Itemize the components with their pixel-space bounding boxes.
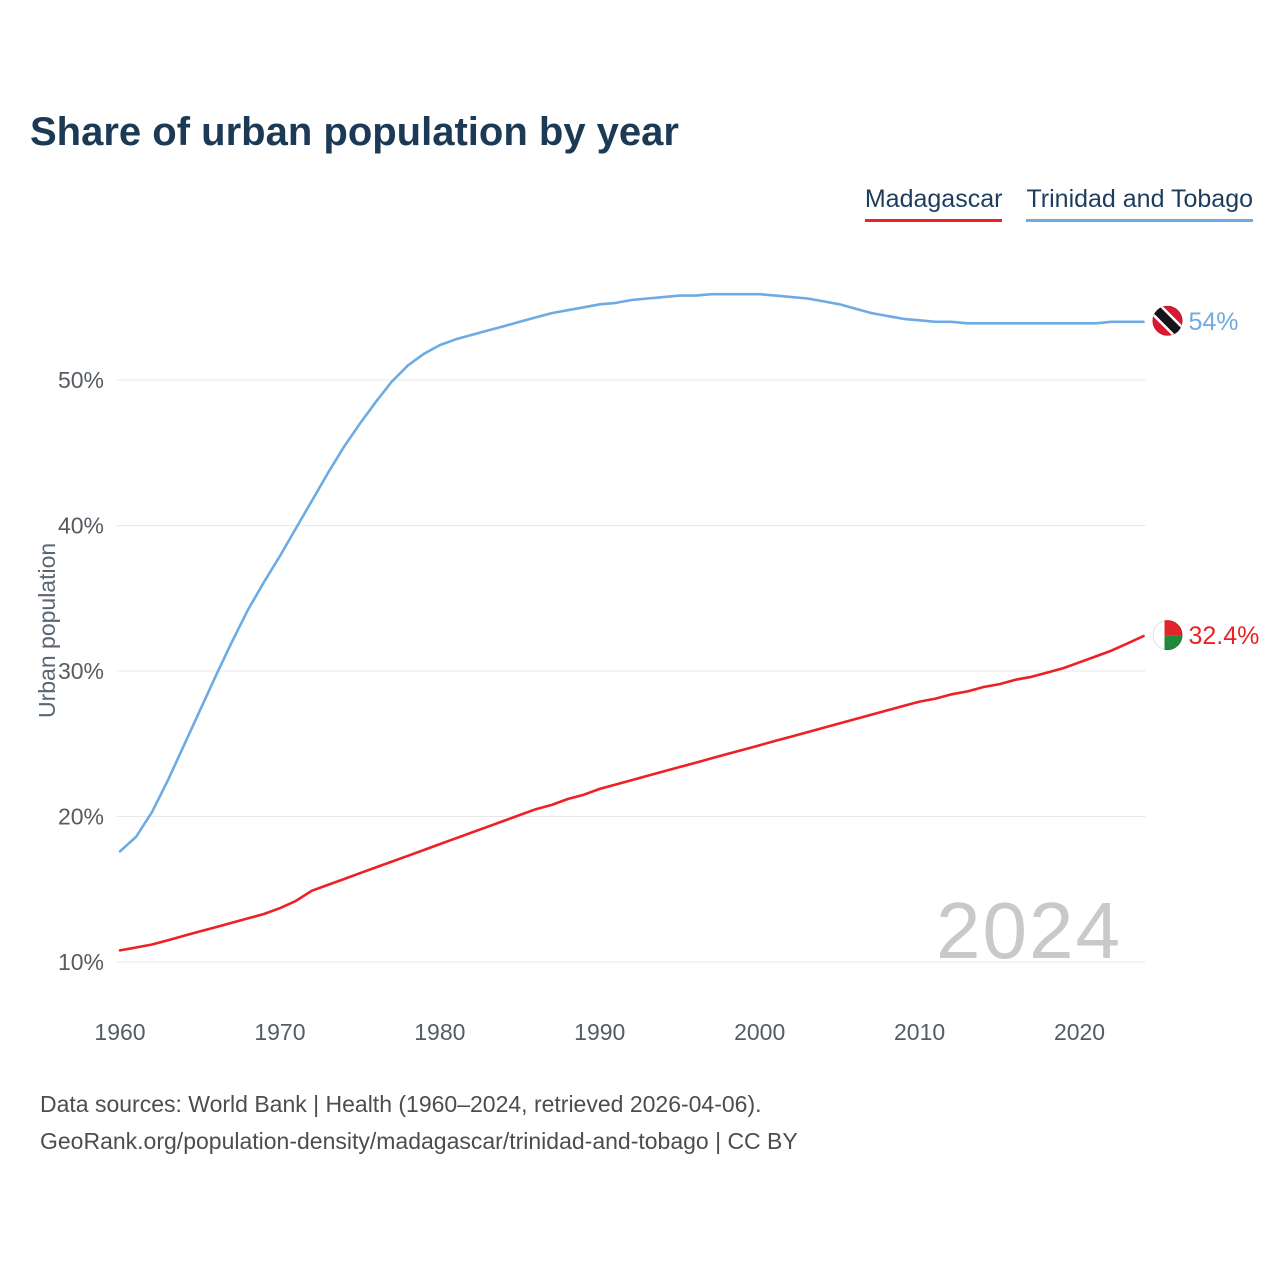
end-value-label: 32.4% xyxy=(1189,622,1260,650)
footer: Data sources: World Bank | Health (1960–… xyxy=(40,1086,798,1160)
x-tick-label: 2020 xyxy=(1054,1019,1105,1045)
x-tick-label: 1990 xyxy=(574,1019,625,1045)
y-axis-title: Urban population xyxy=(34,542,60,718)
legend-item-madagascar[interactable]: Madagascar xyxy=(864,185,1003,222)
watermark-year: 2024 xyxy=(936,886,1122,975)
footer-attribution: GeoRank.org/population-density/madagasca… xyxy=(40,1128,798,1154)
chart-title: Share of urban population by year xyxy=(30,110,679,154)
legend-item-trinidad-and-tobago[interactable]: Trinidad and Tobago xyxy=(1026,185,1253,222)
y-tick-label: 30% xyxy=(58,658,104,684)
footer-data-sources: Data sources: World Bank | Health (1960–… xyxy=(40,1091,762,1117)
y-tick-label: 20% xyxy=(58,804,104,830)
x-tick-label: 2000 xyxy=(734,1019,785,1045)
y-tick-label: 10% xyxy=(58,949,104,975)
x-tick-label: 2010 xyxy=(894,1019,945,1045)
legend: Madagascar Trinidad and Tobago xyxy=(864,185,1253,222)
x-tick-label: 1970 xyxy=(254,1019,305,1045)
madagascar-flag-icon-border xyxy=(1152,620,1183,651)
x-tick-label: 1980 xyxy=(414,1019,465,1045)
trinidad-and-tobago-flag-icon-border xyxy=(1152,305,1183,336)
y-tick-label: 40% xyxy=(58,513,104,539)
y-tick-label: 50% xyxy=(58,367,104,393)
x-tick-label: 1960 xyxy=(94,1019,145,1045)
series-line-trinidad-and-tobago xyxy=(118,292,1145,853)
madagascar-flag-icon xyxy=(1152,620,1183,651)
end-value-label: 54% xyxy=(1189,308,1239,336)
trinidad-and-tobago-flag-icon xyxy=(1152,305,1183,336)
